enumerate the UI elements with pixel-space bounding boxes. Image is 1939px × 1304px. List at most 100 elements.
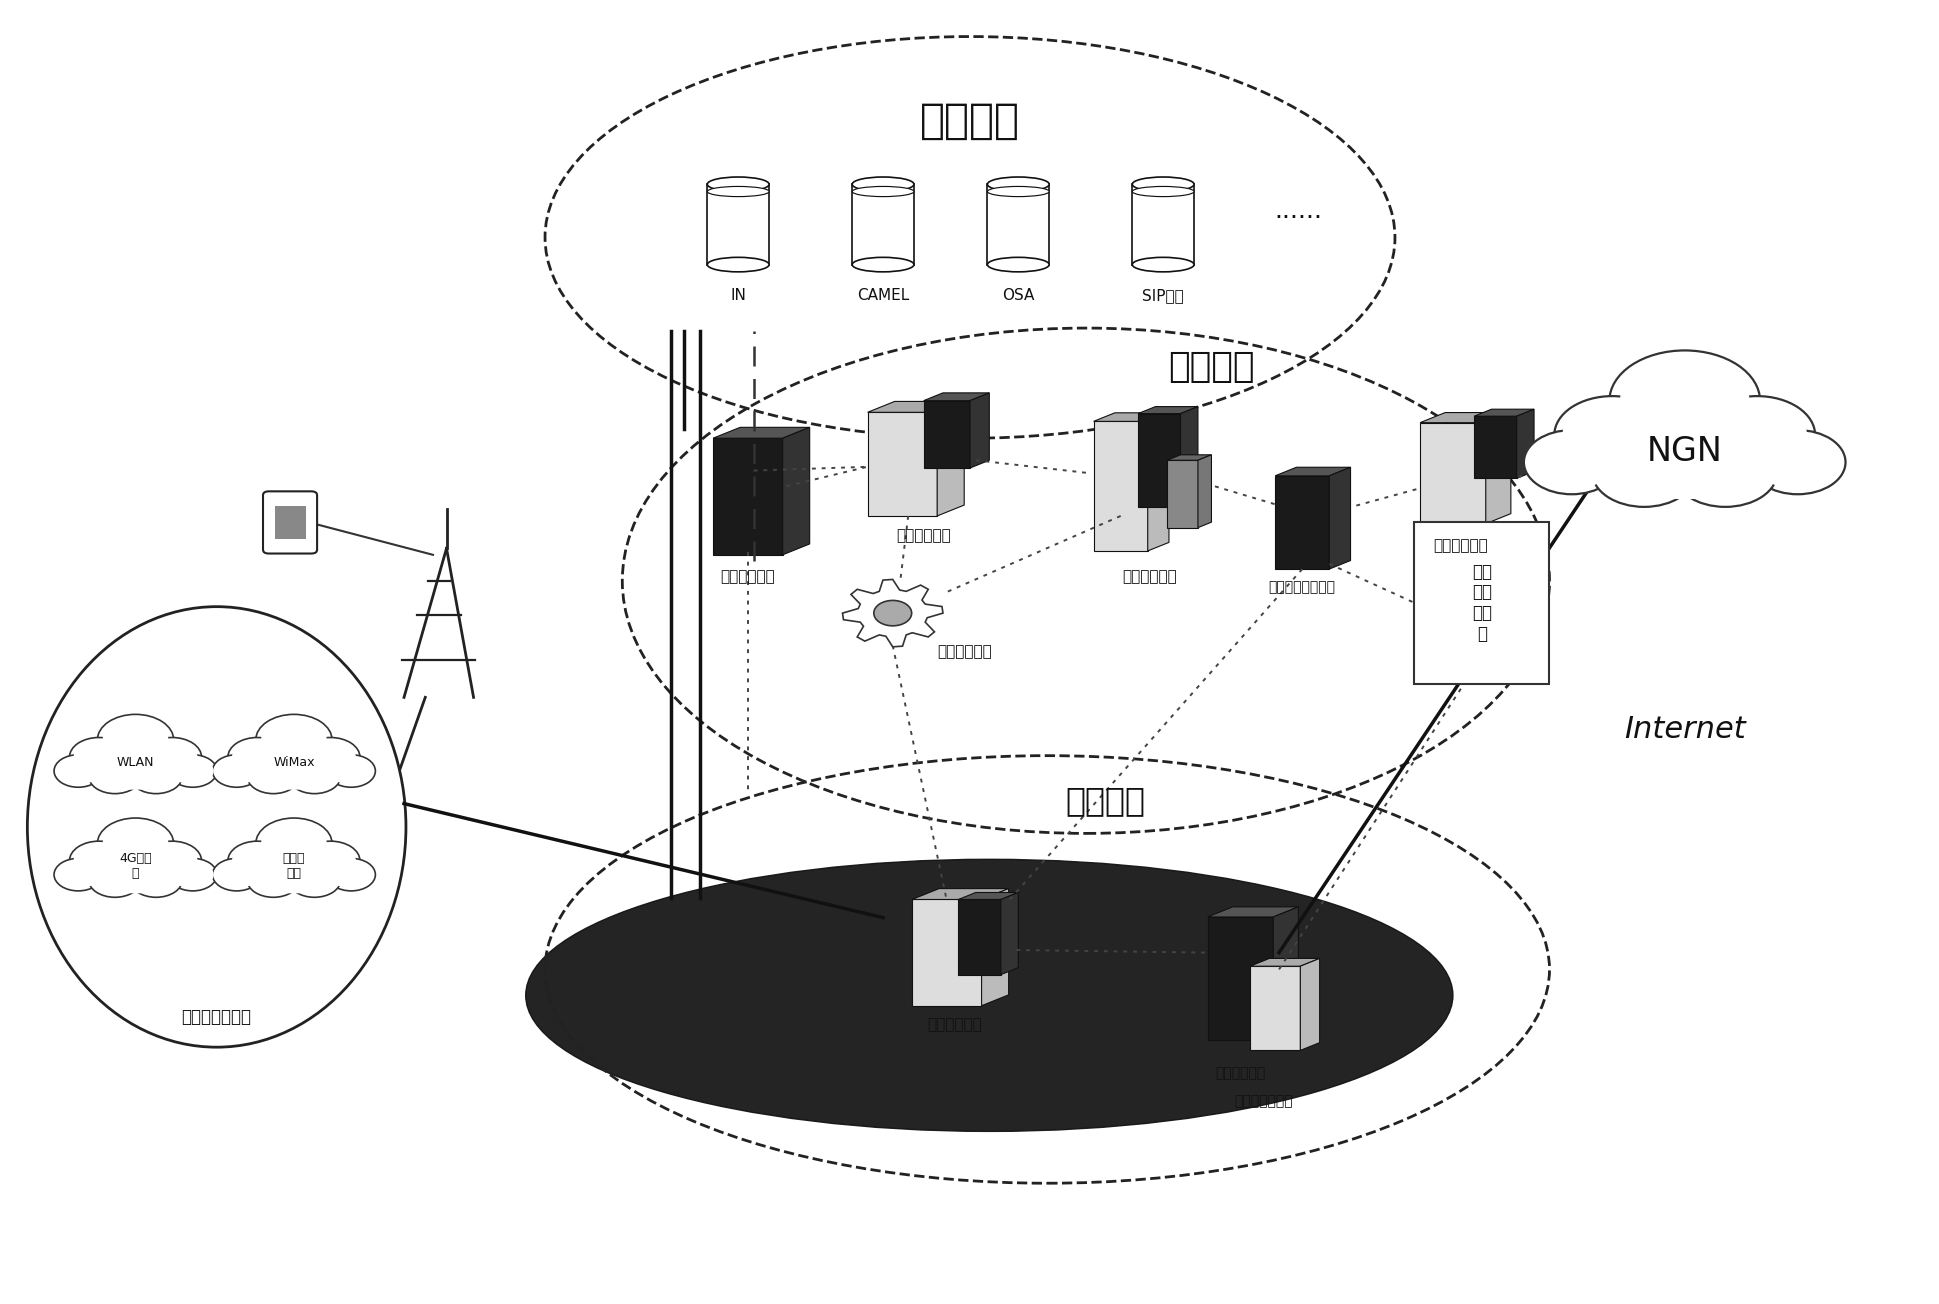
Text: 集体网关功能能: 集体网关功能能 [1233,1094,1291,1108]
Ellipse shape [1132,186,1194,197]
Text: OSA: OSA [1002,288,1033,304]
Polygon shape [1094,413,1169,421]
Circle shape [173,861,213,888]
Circle shape [70,841,128,880]
Ellipse shape [233,742,355,790]
Text: 用户平面: 用户平面 [1065,785,1144,818]
Polygon shape [714,428,809,438]
Circle shape [130,862,182,897]
Text: 媒体网关功能: 媒体网关功能 [927,1017,981,1033]
Polygon shape [1299,958,1319,1051]
Circle shape [215,758,258,785]
Circle shape [1749,430,1844,494]
Circle shape [103,822,169,866]
Polygon shape [958,900,1001,974]
Polygon shape [1272,906,1297,1041]
Text: 控制平面: 控制平面 [1167,349,1255,383]
Circle shape [54,755,103,788]
Circle shape [93,865,138,895]
Circle shape [169,755,217,788]
Circle shape [304,741,355,775]
Ellipse shape [708,177,768,192]
Polygon shape [867,402,964,412]
Polygon shape [867,412,937,516]
Bar [275,506,304,540]
Circle shape [262,719,326,762]
Polygon shape [1138,413,1181,507]
Text: 异构无线接入网: 异构无线接入网 [182,1008,252,1026]
Polygon shape [1419,412,1510,422]
Polygon shape [714,438,781,554]
Circle shape [1598,442,1689,502]
Circle shape [1592,437,1695,507]
Circle shape [246,862,301,897]
Circle shape [287,758,341,794]
Polygon shape [1474,409,1534,416]
Bar [1132,184,1194,265]
Ellipse shape [987,257,1049,271]
Text: CAMEL: CAMEL [857,288,909,304]
Circle shape [227,738,287,777]
Circle shape [873,600,911,626]
Circle shape [227,841,287,880]
Polygon shape [923,400,970,468]
Circle shape [169,858,217,891]
Bar [708,184,768,265]
Circle shape [89,758,142,794]
Circle shape [97,715,175,765]
Bar [987,184,1049,265]
Polygon shape [1328,467,1350,569]
Circle shape [213,858,260,891]
Polygon shape [1249,958,1319,966]
Text: Internet: Internet [1623,715,1745,745]
Ellipse shape [1132,257,1194,271]
Polygon shape [1167,460,1196,528]
Circle shape [330,758,372,785]
Text: 归属
用户
服务
器: 归属 用户 服务 器 [1472,562,1491,643]
Text: 其他接
入网: 其他接 入网 [283,852,304,880]
Text: 4G接入
网: 4G接入 网 [118,852,151,880]
Circle shape [70,738,128,777]
Polygon shape [970,393,989,468]
Text: SIP应用: SIP应用 [1142,288,1183,304]
Circle shape [1609,351,1759,451]
Circle shape [1706,402,1805,468]
Ellipse shape [76,846,196,893]
Text: 策略管理实体: 策略管理实体 [896,528,950,542]
Ellipse shape [987,186,1049,197]
Polygon shape [1249,966,1299,1051]
Circle shape [1671,437,1776,507]
Ellipse shape [708,257,768,271]
Circle shape [143,841,202,880]
Polygon shape [937,402,964,516]
Polygon shape [1138,407,1196,413]
Bar [851,184,913,265]
Polygon shape [1001,892,1018,974]
Circle shape [233,741,283,775]
Text: 业务识别实体: 业务识别实体 [719,570,776,584]
Circle shape [262,822,326,866]
Ellipse shape [1565,406,1803,499]
Circle shape [1553,396,1669,473]
Polygon shape [1094,421,1148,550]
Circle shape [74,741,124,775]
Circle shape [1619,357,1749,445]
Circle shape [134,760,178,792]
Polygon shape [958,892,1018,900]
FancyBboxPatch shape [264,492,316,553]
Circle shape [213,755,260,788]
Circle shape [330,861,372,888]
Ellipse shape [851,186,913,197]
Circle shape [74,844,124,878]
Ellipse shape [1132,177,1194,192]
Circle shape [328,755,376,788]
Polygon shape [911,888,1008,900]
Ellipse shape [987,177,1049,192]
Circle shape [328,858,376,891]
Circle shape [97,818,175,870]
Circle shape [54,858,103,891]
Polygon shape [1274,476,1328,569]
Circle shape [147,844,198,878]
Circle shape [103,719,169,762]
Polygon shape [1485,412,1510,524]
